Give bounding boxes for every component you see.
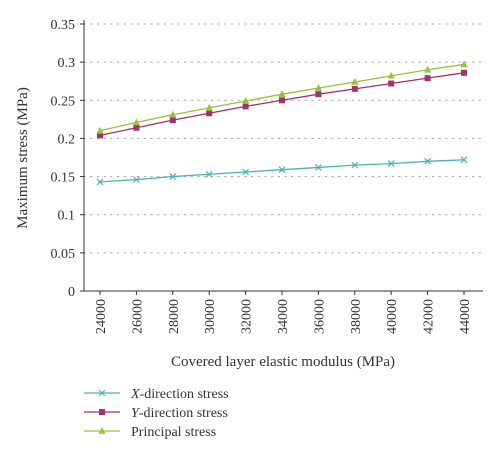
data-point — [351, 85, 358, 92]
legend-marker — [98, 389, 106, 397]
x-tick-label: 42000 — [422, 299, 437, 334]
axes — [80, 20, 483, 295]
y-tick-label: 0.35 — [51, 18, 76, 33]
data-point — [424, 157, 432, 165]
x-tick-label: 44000 — [458, 299, 473, 334]
series-line — [99, 72, 465, 137]
x-tick-label: 40000 — [385, 299, 400, 334]
data-point — [169, 117, 176, 124]
data-point — [314, 84, 322, 91]
y-tick-labels: 0 0.05 0.1 0.15 0.2 0.25 0.3 0.35 — [51, 18, 76, 300]
legend: X-direction stress Y-direction stress Prin… — [84, 387, 229, 440]
y-tick-label: 0 — [68, 285, 75, 300]
data-point — [133, 124, 140, 131]
legend-marker — [99, 409, 105, 415]
series-group — [96, 60, 468, 186]
x-tick-labels: 24000 26000 28000 30000 32000 34000 36000 38000… — [94, 299, 473, 334]
x-tick-label: 32000 — [240, 299, 255, 334]
series-line — [99, 159, 465, 183]
series-0 — [96, 156, 468, 186]
x-tick-label: 38000 — [349, 299, 364, 334]
data-point — [205, 103, 213, 111]
data-point — [351, 77, 359, 85]
x-tick-label: 30000 — [203, 299, 218, 334]
data-point — [424, 75, 431, 82]
data-point — [169, 110, 177, 118]
y-tick-label: 0.3 — [58, 56, 76, 71]
data-point — [96, 178, 104, 186]
data-point — [132, 118, 140, 126]
y-axis-title: Maximum stress (MPa) — [15, 87, 31, 229]
data-point — [278, 90, 286, 97]
data-point — [205, 170, 213, 178]
data-point — [242, 97, 250, 104]
x-tick-label: 24000 — [94, 299, 109, 334]
legend-item: Principal stress — [84, 425, 216, 440]
x-tick-label: 34000 — [276, 299, 291, 334]
series-1 — [97, 69, 467, 139]
data-point — [206, 110, 213, 117]
legend-item: X-direction stress — [84, 387, 229, 402]
legend-item: Y-direction stress — [84, 406, 228, 421]
data-point — [387, 160, 395, 168]
data-point — [461, 69, 467, 76]
legend-label: X-direction stress — [130, 387, 229, 402]
data-point — [132, 176, 140, 184]
y-tick-label: 0.1 — [58, 209, 76, 224]
x-tick-label: 36000 — [312, 299, 327, 334]
data-point — [460, 156, 468, 164]
legend-label: Y-direction stress — [131, 406, 228, 421]
grid — [83, 23, 484, 254]
legend-marker — [98, 427, 106, 434]
y-tick-label: 0.15 — [51, 171, 76, 186]
data-point — [96, 126, 104, 134]
data-point — [460, 60, 468, 68]
series-2 — [96, 60, 468, 134]
data-point — [351, 161, 359, 169]
y-tick-label: 0.2 — [58, 132, 76, 147]
data-point — [315, 91, 322, 98]
data-point — [424, 65, 432, 73]
data-point — [97, 132, 103, 139]
y-tick-label: 0.25 — [51, 94, 76, 109]
legend-label: Principal stress — [131, 425, 216, 440]
x-tick-label: 28000 — [167, 299, 182, 334]
x-tick-label: 26000 — [130, 299, 145, 334]
data-point — [387, 71, 395, 79]
data-point — [242, 168, 250, 176]
data-point — [388, 80, 395, 87]
data-point — [278, 166, 286, 174]
x-axis-title: Covered layer elastic modulus (MPa) — [171, 354, 395, 370]
data-point — [169, 173, 177, 180]
y-tick-label: 0.05 — [51, 247, 76, 262]
data-point — [279, 97, 285, 104]
data-point — [314, 163, 322, 171]
data-point — [242, 103, 249, 110]
